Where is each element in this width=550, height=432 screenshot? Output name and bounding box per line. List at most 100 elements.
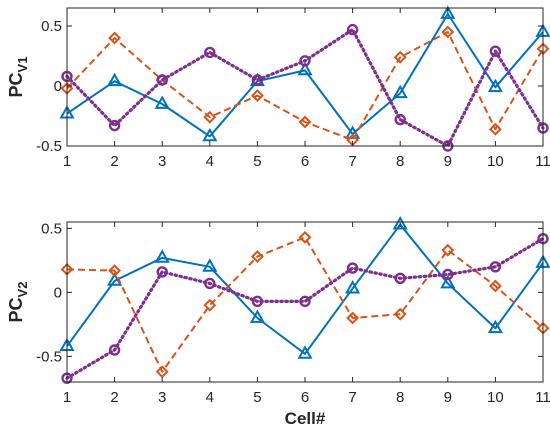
- data-point-triangle: [487, 319, 503, 334]
- x-tick-label: 6: [301, 389, 309, 406]
- data-point-triangle: [154, 249, 170, 263]
- series-circle: [61, 23, 549, 152]
- axes-frame: [66, 7, 544, 147]
- y-tick-label: 0: [54, 78, 62, 95]
- data-point-diamond: [393, 50, 407, 64]
- x-tick-label: 4: [206, 153, 214, 170]
- y-tick-label: -0.5: [36, 348, 62, 365]
- data-point-diamond: [250, 250, 264, 263]
- data-point-diamond: [441, 243, 455, 257]
- data-point-diamond: [203, 110, 217, 124]
- series-line-solid: [66, 223, 544, 355]
- series-circle: [61, 232, 549, 384]
- y-axis-label-subscript: V2: [15, 282, 30, 298]
- data-point-diamond: [346, 311, 360, 325]
- y-tick-label: 0: [54, 284, 62, 301]
- y-tick-label: -0.5: [36, 138, 62, 155]
- data-point-circle: [394, 113, 406, 126]
- data-point-diamond: [488, 122, 502, 136]
- x-tick-label: 11: [535, 153, 550, 170]
- data-point-triangle: [107, 72, 123, 87]
- y-tick-label: 0.5: [41, 18, 62, 35]
- data-point-circle: [489, 45, 502, 57]
- x-tick-label: 2: [110, 153, 118, 170]
- bottom-chart-panel: -0.5 0 0.5 1 2 3 4 5 6 7 8 9 10 11 PCV2 Cell#: [6, 216, 550, 428]
- data-point-diamond: [441, 25, 455, 39]
- y-tick-label: 0.5: [41, 220, 62, 237]
- data-point-diamond: [203, 298, 217, 312]
- x-tick-label: 8: [396, 153, 404, 170]
- data-point-circle: [204, 277, 216, 290]
- data-point-diamond: [108, 264, 122, 278]
- data-point-circle: [156, 266, 168, 278]
- data-point-triangle: [392, 84, 408, 99]
- x-tick-label: 7: [348, 389, 356, 406]
- series-line-dotted: [65, 237, 545, 380]
- data-point-diamond: [393, 307, 407, 321]
- series-line-dotted: [65, 28, 545, 148]
- data-point-triangle: [202, 127, 218, 142]
- y-axis-label: PCV1: [6, 57, 30, 98]
- data-point-circle: [442, 268, 454, 281]
- data-point-triangle: [392, 216, 408, 230]
- data-point-triangle: [440, 274, 456, 289]
- data-point-triangle: [202, 258, 218, 272]
- data-point-diamond: [108, 31, 122, 45]
- series-triangle: [59, 5, 550, 142]
- x-tick-label: 8: [396, 389, 404, 406]
- x-tick-label: 10: [487, 389, 504, 406]
- data-point-diamond: [155, 365, 169, 379]
- data-point-circle: [299, 55, 311, 67]
- y-axis-label: PCV2: [6, 282, 30, 323]
- x-tick-label: 1: [63, 389, 71, 406]
- series-line-dashed: [66, 236, 544, 373]
- data-point-circle: [251, 295, 264, 308]
- x-tick-label: 6: [301, 153, 309, 170]
- x-tick-label: 1: [63, 153, 71, 170]
- x-tick-label: 9: [444, 153, 452, 170]
- data-point-diamond: [250, 89, 264, 103]
- data-point-circle: [204, 46, 216, 59]
- series-diamond: [60, 25, 550, 147]
- data-point-triangle: [297, 61, 313, 76]
- x-tick-label: 2: [110, 389, 118, 406]
- data-point-triangle: [487, 78, 503, 93]
- series-triangle: [59, 216, 550, 359]
- x-axis-label: Cell#: [285, 409, 326, 428]
- series-line-dashed: [66, 31, 544, 141]
- x-tick-label: 4: [206, 389, 214, 406]
- top-chart-panel: -0.5 0 0.5 1 2 3 4 5 6 7 8 9 10 11 PCV1: [6, 5, 550, 170]
- data-point-triangle: [107, 272, 123, 286]
- data-point-triangle: [345, 280, 361, 294]
- data-point-circle: [108, 344, 121, 356]
- x-tick-label: 5: [253, 153, 261, 170]
- data-point-diamond: [298, 115, 312, 129]
- data-point-circle: [394, 272, 406, 285]
- data-point-circle: [489, 261, 502, 273]
- data-point-circle: [346, 23, 359, 36]
- x-tick-label: 7: [348, 153, 356, 170]
- x-tick-label: 10: [487, 153, 504, 170]
- data-point-circle: [251, 74, 264, 86]
- x-tick-label: 3: [158, 153, 166, 170]
- y-axis-label-subscript: V1: [15, 57, 30, 73]
- data-point-circle: [346, 262, 359, 274]
- y-axis-label-base: PC: [6, 297, 26, 322]
- data-point-triangle: [345, 125, 361, 139]
- data-point-triangle: [297, 345, 313, 359]
- data-point-diamond: [488, 279, 502, 293]
- y-axis-label-base: PC: [6, 72, 26, 97]
- data-point-diamond: [298, 230, 312, 244]
- data-point-triangle: [249, 309, 265, 323]
- x-tick-label: 3: [158, 389, 166, 406]
- data-point-circle: [156, 74, 168, 86]
- series-diamond: [60, 230, 550, 379]
- x-tick-label: 11: [535, 389, 550, 406]
- x-tick-label: 5: [253, 389, 261, 406]
- data-point-circle: [108, 119, 121, 132]
- data-point-triangle: [154, 95, 170, 109]
- x-tick-label: 9: [444, 389, 452, 406]
- data-point-circle: [299, 295, 311, 308]
- data-point-triangle: [440, 5, 456, 19]
